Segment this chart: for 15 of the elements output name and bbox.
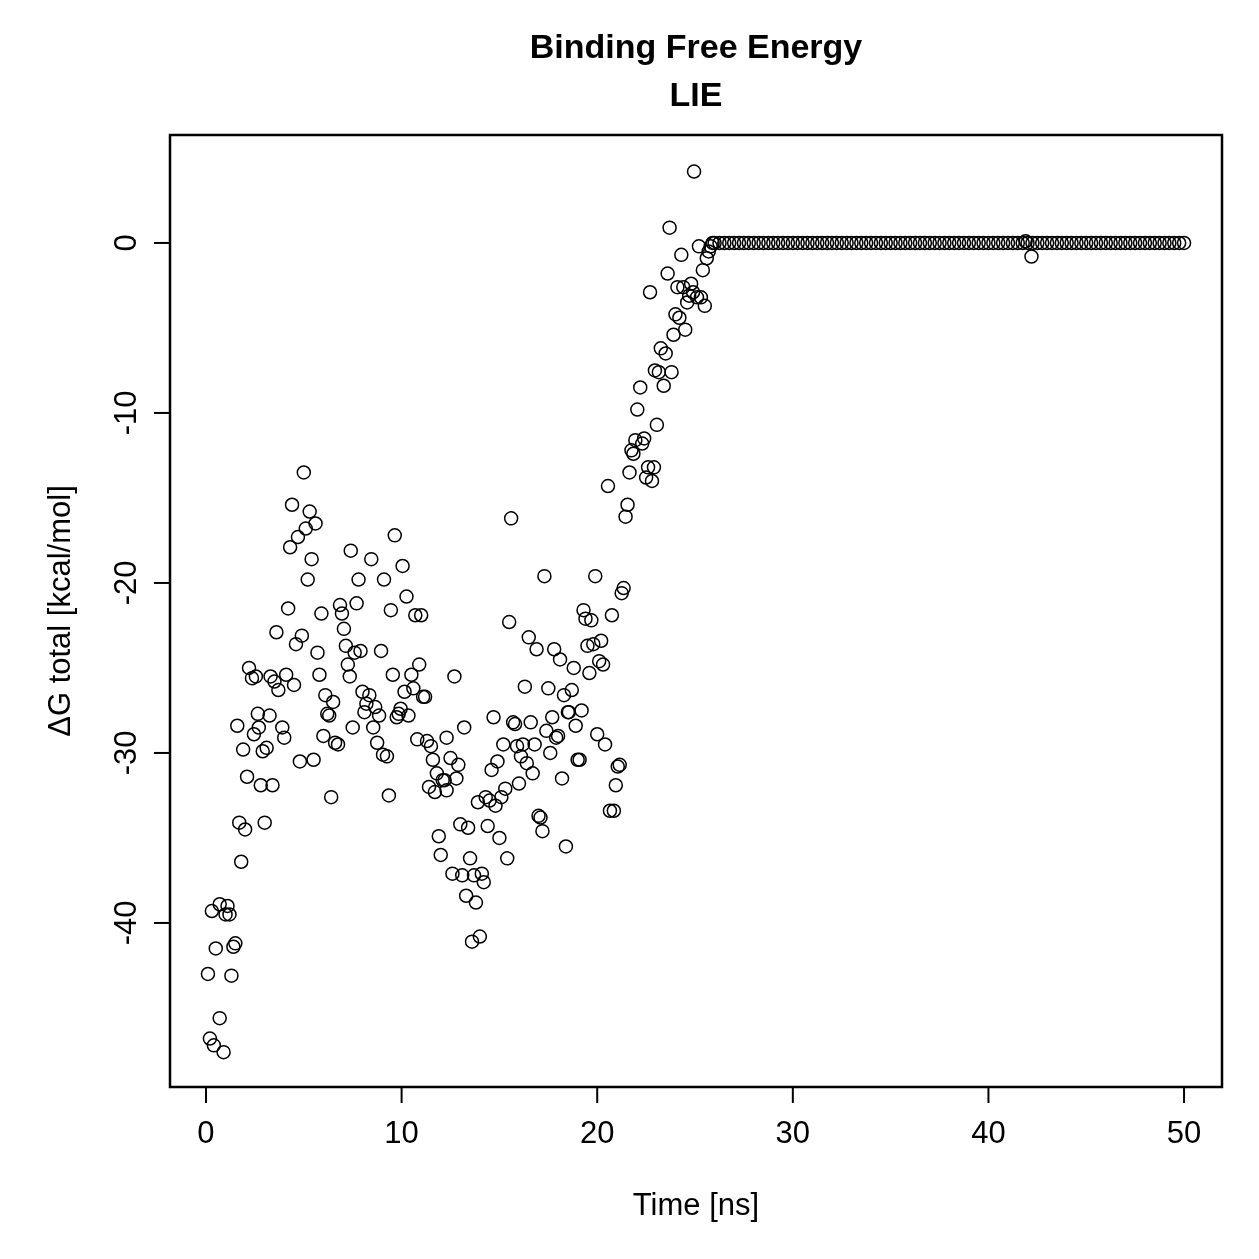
x-axis-title: Time [ns] — [632, 1187, 760, 1222]
y-axis-title: ΔG total [kcal/mol] — [42, 485, 77, 737]
x-tick-label: 40 — [971, 1115, 1006, 1150]
y-tick-label: -40 — [108, 900, 143, 946]
y-tick-label: 0 — [108, 234, 143, 252]
x-tick-label: 10 — [384, 1115, 419, 1150]
x-tick-label: 50 — [1166, 1115, 1202, 1150]
x-tick-label: 30 — [775, 1115, 811, 1150]
chart-subtitle: LIE — [669, 75, 723, 113]
chart-title: Binding Free Energy — [529, 27, 863, 65]
x-tick-label: 0 — [197, 1115, 215, 1150]
y-tick-label: -20 — [108, 560, 143, 606]
y-tick-label: -30 — [108, 730, 143, 776]
x-tick-label: 20 — [579, 1115, 615, 1150]
y-tick-label: -10 — [108, 390, 143, 436]
